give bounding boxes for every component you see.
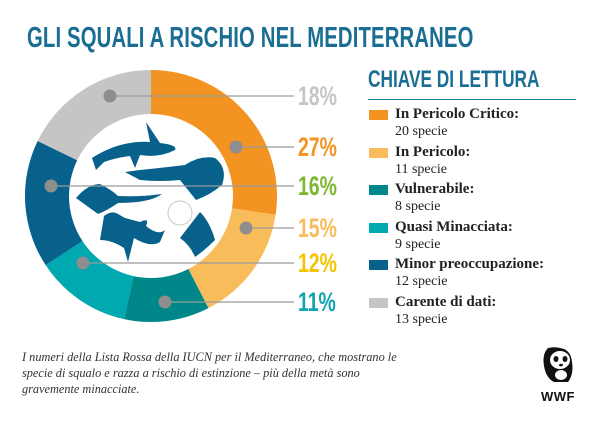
panda-icon (543, 347, 573, 382)
legend-swatch (369, 147, 388, 158)
percent-label: 16% (298, 171, 337, 201)
donut-slice (37, 70, 151, 161)
legend-count: 11 specie (395, 161, 447, 177)
legend-swatch (369, 110, 388, 120)
page-title: GLI SQUALI A RISCHIO NEL MEDITERRANEO (27, 22, 474, 54)
legend-label: In Pericolo Critico: (395, 106, 520, 122)
legend-title: CHIAVE DI LETTURA (368, 66, 540, 93)
legend-label: Vulnerabile: (395, 181, 475, 197)
legend-item: Carente di dati: 13 specie (368, 294, 578, 332)
legend-label: Quasi Minacciata: (395, 218, 513, 235)
guitarfish-icon (125, 157, 224, 200)
donut-slice (124, 268, 209, 322)
wwf-logo: WWF (533, 344, 583, 404)
legend-swatch (369, 222, 388, 233)
percent-label: 15% (298, 213, 337, 243)
legend-count: 12 specie (395, 274, 448, 289)
ray-icon (180, 212, 215, 257)
legend-item: In Pericolo Critico: 20 specie (368, 106, 578, 144)
footnote: I numeri della Lista Rossa della IUCN pe… (22, 350, 397, 396)
legend-count: 8 specie (395, 199, 441, 214)
donut-slice (151, 70, 277, 215)
hammerhead-icon (100, 212, 165, 262)
donut-slice (24, 140, 83, 266)
slice-marker-dot (158, 295, 172, 309)
legend-count: 9 specie (395, 236, 441, 252)
slice-marker-dot (103, 89, 117, 103)
legend-item: Vulnerabile: 8 specie (368, 181, 578, 219)
percent-label: 27% (298, 132, 337, 162)
shark-icon (92, 122, 176, 170)
legend-swatch (369, 260, 388, 270)
legend-swatch (369, 297, 388, 308)
legend-label: In Pericolo: (395, 143, 471, 160)
legend-item: Quasi Minacciata: 9 specie (368, 219, 578, 257)
percent-label: 12% (298, 248, 337, 278)
legend-divider (368, 99, 576, 100)
legend-item: In Pericolo: 11 specie (368, 144, 578, 182)
legend: CHIAVE DI LETTURA In Pericolo Critico: 2… (368, 66, 578, 331)
legend-label: Carente di dati: (395, 293, 497, 310)
percent-label: 11% (298, 287, 336, 317)
legend-label: Minor preoccupazione: (395, 256, 545, 272)
shark-silhouettes-icon (76, 122, 224, 262)
slice-marker-dot (76, 256, 90, 270)
slice-marker-dot (239, 221, 253, 235)
hook-icon (167, 200, 193, 226)
legend-swatch (369, 185, 388, 195)
donut-slice (45, 241, 134, 320)
logo-text: WWF (541, 389, 575, 404)
slice-marker-dot (229, 140, 243, 154)
donut-slice (188, 208, 276, 309)
legend-count: 13 specie (395, 311, 448, 327)
legend-item: Minor preoccupazione: 12 specie (368, 256, 578, 294)
percent-label: 18% (298, 81, 337, 111)
skate-icon (76, 184, 162, 214)
legend-count: 20 specie (395, 124, 448, 139)
slice-marker-dot (44, 179, 58, 193)
